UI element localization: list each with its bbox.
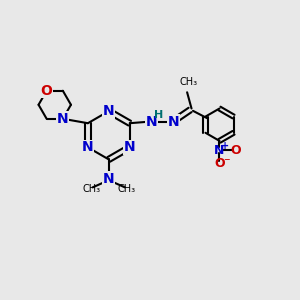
Text: +: + <box>221 141 230 151</box>
Text: O: O <box>41 84 52 98</box>
Text: N: N <box>214 144 225 157</box>
Text: N: N <box>103 104 115 118</box>
Text: N: N <box>168 115 180 129</box>
Text: CH₃: CH₃ <box>179 77 198 87</box>
Text: O: O <box>230 144 241 157</box>
Text: ⁻: ⁻ <box>223 156 229 169</box>
Text: N: N <box>146 115 158 129</box>
Text: N: N <box>82 140 94 154</box>
Text: H: H <box>154 110 163 120</box>
Text: N: N <box>103 172 115 186</box>
Text: O: O <box>214 157 225 170</box>
Text: CH₃: CH₃ <box>82 184 100 194</box>
Text: N: N <box>124 140 136 154</box>
Text: N: N <box>57 112 69 126</box>
Text: CH₃: CH₃ <box>117 184 136 194</box>
